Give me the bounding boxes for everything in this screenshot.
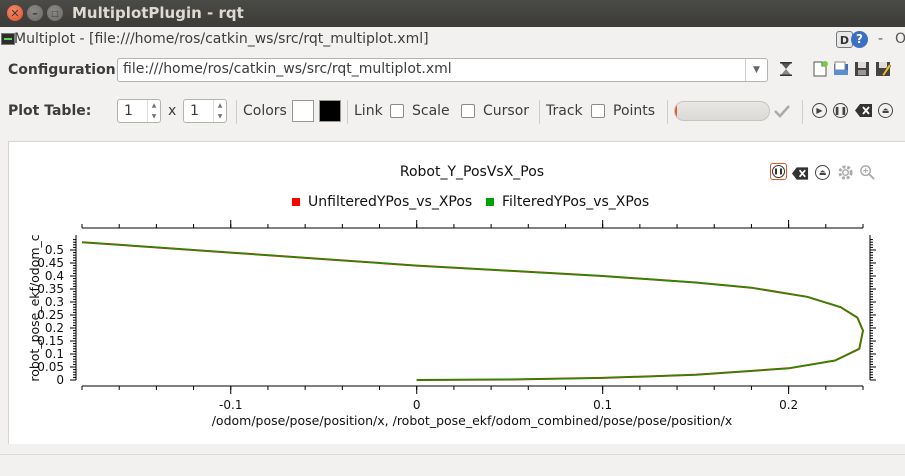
plugin-minimize-button[interactable]: -	[877, 31, 884, 47]
legend-item-filtered: FilteredYPos_vs_XPos	[486, 194, 649, 210]
rows-spinbox[interactable]: 1 ▲ ▼	[117, 99, 161, 123]
x-tick-label: 0.2	[779, 398, 798, 412]
plot-panel: Robot_Y_PosVsX_Pos UnfilteredYPos_vs_XPo…	[8, 141, 905, 444]
gear-icon[interactable]	[837, 164, 854, 181]
points-checkbox[interactable]	[591, 104, 605, 118]
cols-stepper[interactable]: ▲ ▼	[213, 100, 226, 122]
series-line-unfiltered	[81, 241, 864, 381]
legend-label-unfiltered: UnfilteredYPos_vs_XPos	[308, 194, 473, 210]
reload-icon[interactable]	[777, 60, 795, 78]
progress-bar	[674, 101, 770, 121]
times-label: x	[168, 103, 177, 119]
multiplot-icon	[1, 33, 15, 45]
pause-icon[interactable]: ❚❚	[833, 103, 848, 118]
y-axis-label: robot_pose_ekf/odom_c	[27, 234, 42, 381]
window-titlebar: ✕ – □ MultiplotPlugin - rqt	[0, 0, 905, 27]
background-color-button[interactable]	[319, 100, 341, 122]
plot-title: Robot_Y_PosVsX_Pos	[399, 164, 545, 180]
rows-value: 1	[124, 103, 133, 119]
configuration-row: Configuration: file:///home/ros/catkin_w…	[0, 56, 905, 86]
maximize-icon: □	[51, 8, 59, 18]
colors-label: Colors	[243, 103, 287, 119]
open-file-icon[interactable]	[832, 60, 850, 78]
link-label: Link	[354, 103, 383, 119]
eject-icon[interactable]: ⏏	[815, 165, 830, 180]
y-tick-label: 0.5	[45, 243, 64, 257]
x-tick-label: 0	[413, 398, 421, 412]
legend-item-unfiltered: UnfilteredYPos_vs_XPos	[292, 194, 472, 210]
legend-swatch-filtered	[486, 198, 494, 206]
clear-icon[interactable]	[855, 103, 873, 118]
window-minimize-button[interactable]: –	[27, 5, 43, 21]
x-tick-label: -0.1	[219, 398, 242, 412]
plugin-title: Multiplot - [file:///home/ros/catkin_ws/…	[14, 31, 429, 47]
help-button[interactable]: ?	[851, 31, 868, 48]
window-close-button[interactable]: ✕	[7, 5, 23, 21]
divider	[539, 100, 540, 124]
y-tick-label: 0.4	[45, 269, 64, 283]
progress-fill	[675, 102, 677, 120]
plugin-close-button[interactable]: O	[894, 31, 905, 47]
y-tick-label: 0	[56, 373, 64, 387]
plot-table-row: Plot Table: 1 ▲ ▼ x 1 ▲ ▼ Colors Link Scal…	[0, 96, 905, 128]
configuration-value: file:///home/ros/catkin_ws/src/rqt_multi…	[123, 61, 452, 77]
divider	[802, 100, 803, 124]
x-tick-label: 0.1	[593, 398, 612, 412]
window-title: MultiplotPlugin - rqt	[72, 4, 244, 22]
new-file-icon[interactable]	[811, 60, 829, 78]
series-line-filtered	[81, 241, 864, 381]
cols-spinbox[interactable]: 1 ▲ ▼	[183, 99, 227, 123]
close-icon: ✕	[10, 6, 20, 20]
y-tick-label: 0.05	[37, 360, 64, 374]
play-icon[interactable]: ▶	[812, 103, 827, 118]
cols-value: 1	[190, 103, 199, 119]
scale-checkbox[interactable]	[390, 104, 404, 118]
divider	[667, 100, 668, 124]
scale-label: Scale	[412, 103, 450, 119]
legend-label-filtered: FilteredYPos_vs_XPos	[502, 194, 650, 210]
eject-icon[interactable]: ⏏	[878, 103, 893, 118]
y-tick-label: 0.45	[37, 256, 64, 270]
divider	[347, 100, 348, 124]
chevron-down-icon[interactable]: ▼	[745, 59, 767, 81]
pause-icon: ❚❚	[772, 165, 785, 178]
plot-pause-button[interactable]: ❚❚	[770, 163, 787, 180]
plugin-header: Multiplot - [file:///home/ros/catkin_ws/…	[0, 28, 905, 52]
divider	[236, 100, 237, 124]
zoom-icon[interactable]	[859, 164, 876, 181]
x-axis-label: /odom/pose/pose/position/x, /robot_pose_…	[212, 413, 733, 428]
cursor-label: Cursor	[483, 103, 530, 119]
track-label: Track	[546, 103, 583, 119]
y-tick-label: 0.2	[45, 321, 64, 335]
save-icon[interactable]	[853, 60, 871, 78]
status-bar	[0, 454, 905, 476]
y-tick-label: 0.15	[37, 334, 64, 348]
cursor-checkbox[interactable]	[461, 104, 475, 118]
rows-stepper[interactable]: ▲ ▼	[147, 100, 160, 122]
plot-canvas[interactable]: -0.1 0 0.1 0.200.050.10.150.20.250.30.350.4…	[9, 142, 905, 444]
legend-swatch-unfiltered	[292, 198, 300, 206]
checkmark-icon[interactable]	[773, 103, 791, 119]
points-label: Points	[613, 103, 656, 119]
save-as-icon[interactable]	[874, 60, 892, 78]
minimize-icon: –	[32, 6, 38, 20]
configuration-combobox[interactable]: file:///home/ros/catkin_ws/src/rqt_multi…	[117, 58, 768, 82]
y-tick-label: 0.35	[37, 282, 64, 296]
y-tick-label: 0.1	[45, 347, 64, 361]
y-tick-label: 0.3	[45, 295, 64, 309]
clear-icon[interactable]	[792, 165, 809, 182]
plot-table-label: Plot Table:	[8, 103, 92, 119]
window-maximize-button[interactable]: □	[47, 5, 63, 21]
foreground-color-button[interactable]	[292, 100, 314, 122]
configuration-label: Configuration:	[8, 62, 122, 78]
y-tick-label: 0.25	[37, 308, 64, 322]
